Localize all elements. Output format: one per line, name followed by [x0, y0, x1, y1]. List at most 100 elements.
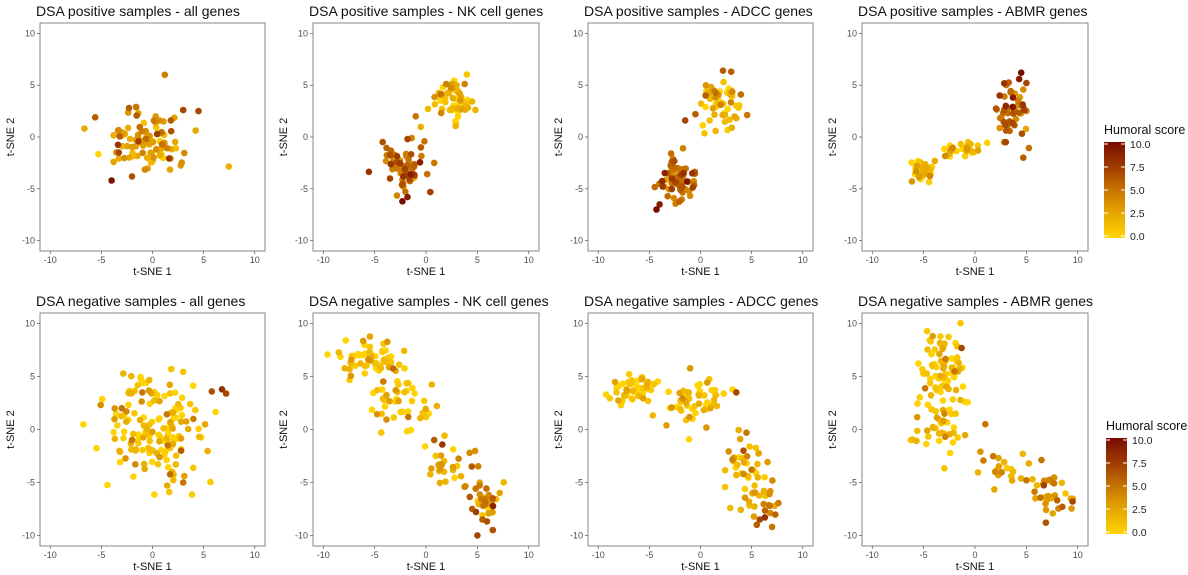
sample-point	[923, 327, 931, 335]
sample-point	[449, 105, 457, 112]
y-tick-label: 0	[303, 132, 308, 142]
sample-point	[957, 140, 965, 148]
sample-point	[737, 91, 745, 98]
sample-point	[685, 389, 693, 396]
sample-point	[150, 397, 158, 404]
sample-point	[961, 431, 969, 439]
sample-point	[925, 178, 933, 186]
sample-point	[417, 414, 424, 422]
sample-point	[192, 127, 199, 134]
sample-point	[420, 397, 428, 405]
sample-point	[386, 175, 394, 182]
sample-point	[735, 104, 742, 111]
sample-point	[166, 471, 174, 478]
sample-point	[120, 434, 127, 442]
sample-point	[991, 486, 998, 493]
sample-point	[613, 389, 620, 396]
sample-point	[719, 111, 726, 119]
sample-point	[402, 150, 410, 158]
sample-point	[489, 509, 496, 516]
sample-point	[1009, 94, 1017, 101]
sample-point	[134, 152, 141, 160]
legend-colorbar	[1106, 438, 1127, 534]
sample-point	[437, 109, 445, 117]
y-axis-label: t-SNE 2	[278, 410, 290, 449]
sample-point	[665, 388, 672, 396]
sample-point	[1015, 109, 1023, 116]
sample-point	[998, 469, 1005, 476]
sample-point	[195, 425, 202, 433]
sample-point	[653, 206, 660, 213]
sample-point	[717, 101, 725, 109]
sample-point	[404, 408, 412, 415]
sample-point	[141, 166, 149, 173]
sample-point	[382, 157, 390, 165]
sample-point	[941, 433, 949, 441]
sample-point	[384, 338, 391, 346]
sample-point	[957, 319, 964, 327]
sample-point	[1020, 154, 1027, 161]
sample-point	[996, 124, 1003, 132]
sample-point	[995, 454, 1002, 462]
sample-point	[720, 78, 727, 86]
sample-point	[974, 147, 982, 154]
sample-point	[760, 487, 768, 495]
sample-point	[161, 392, 168, 400]
sample-point	[378, 386, 386, 393]
sample-point	[1033, 482, 1041, 489]
sample-point	[172, 414, 180, 422]
y-tick-label: 10	[298, 28, 308, 38]
sample-point	[204, 447, 211, 455]
sample-point	[404, 135, 411, 143]
sample-point	[963, 146, 971, 153]
sample-point	[348, 356, 355, 364]
sample-point	[1068, 505, 1075, 512]
sample-point	[169, 409, 177, 417]
sample-point	[126, 154, 133, 161]
sample-point	[149, 428, 156, 436]
sample-point	[456, 90, 464, 98]
sample-point	[964, 398, 971, 406]
sample-point	[952, 410, 959, 418]
sample-point	[703, 424, 710, 431]
sample-point	[681, 117, 689, 124]
sample-point	[661, 169, 669, 177]
sample-point	[165, 488, 173, 496]
sample-point	[1031, 488, 1038, 496]
sample-point	[439, 441, 446, 448]
sample-point	[208, 388, 216, 395]
sample-point	[400, 173, 407, 180]
y-tick-label: 5	[30, 80, 35, 90]
sample-point	[115, 149, 123, 156]
sample-point	[933, 386, 940, 394]
sample-point	[379, 138, 387, 146]
sample-point	[644, 397, 652, 405]
sample-point	[1002, 121, 1009, 129]
sample-point	[383, 358, 390, 366]
x-tick-label: 10	[798, 550, 808, 560]
sample-point	[702, 82, 710, 89]
sample-point	[1002, 102, 1010, 110]
legend-colorbar	[1104, 142, 1125, 238]
sample-point	[442, 80, 450, 88]
sample-point	[386, 397, 393, 405]
sample-point	[1003, 464, 1011, 472]
x-tick-label: -10	[317, 550, 330, 560]
sample-point	[755, 450, 762, 457]
sample-point	[735, 426, 742, 434]
scatter-panel: DSA positive samples - ADCC genes -10 -5 0 5…	[553, 3, 814, 278]
y-tick-label: 10	[25, 28, 35, 38]
sample-point	[128, 372, 135, 380]
x-tick-label: 10	[798, 255, 808, 265]
sample-point	[932, 372, 939, 380]
sample-point	[378, 429, 385, 436]
sample-point	[667, 150, 675, 157]
sample-point	[468, 98, 476, 105]
sample-point	[704, 379, 711, 386]
sample-point	[399, 198, 406, 205]
sample-point	[389, 365, 397, 372]
sample-point	[481, 498, 489, 506]
sample-point	[371, 360, 379, 367]
sample-point	[928, 350, 935, 358]
sample-point	[189, 464, 197, 472]
